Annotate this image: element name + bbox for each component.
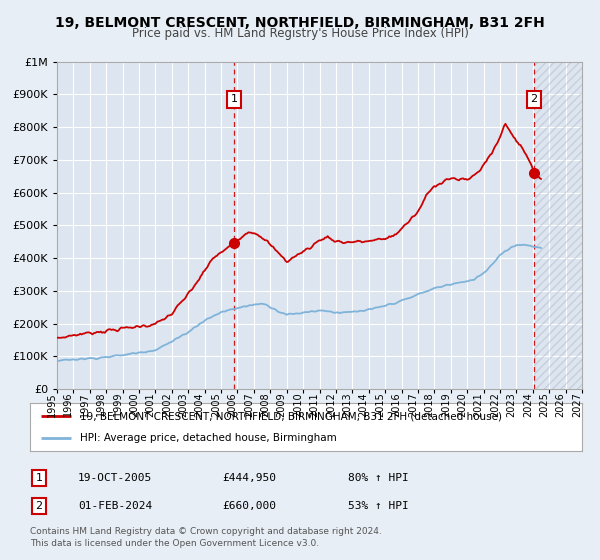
Text: 2006: 2006 (227, 392, 238, 417)
Text: £660,000: £660,000 (222, 501, 276, 511)
Text: 19-OCT-2005: 19-OCT-2005 (78, 473, 152, 483)
Text: 01-FEB-2024: 01-FEB-2024 (78, 501, 152, 511)
Text: HPI: Average price, detached house, Birmingham: HPI: Average price, detached house, Birm… (80, 433, 337, 443)
Text: 2: 2 (35, 501, 43, 511)
Text: 2009: 2009 (277, 392, 287, 417)
Text: 2024: 2024 (523, 392, 533, 417)
Text: Contains HM Land Registry data © Crown copyright and database right 2024.: Contains HM Land Registry data © Crown c… (30, 528, 382, 536)
Text: 1: 1 (230, 94, 238, 104)
Text: 2021: 2021 (473, 392, 484, 417)
Text: 1999: 1999 (113, 392, 122, 417)
Text: 2002: 2002 (162, 392, 172, 417)
Text: 2: 2 (530, 94, 538, 104)
Text: 53% ↑ HPI: 53% ↑ HPI (348, 501, 409, 511)
Text: 2000: 2000 (129, 392, 139, 417)
Text: 2016: 2016 (392, 392, 401, 417)
Text: 2018: 2018 (424, 392, 434, 417)
Text: 80% ↑ HPI: 80% ↑ HPI (348, 473, 409, 483)
Text: 2008: 2008 (260, 392, 270, 417)
Text: 2003: 2003 (178, 392, 188, 417)
Text: £444,950: £444,950 (222, 473, 276, 483)
Text: 1: 1 (35, 473, 43, 483)
Text: This data is licensed under the Open Government Licence v3.0.: This data is licensed under the Open Gov… (30, 539, 319, 548)
Text: 2007: 2007 (244, 392, 254, 417)
Text: 19, BELMONT CRESCENT, NORTHFIELD, BIRMINGHAM, B31 2FH (detached house): 19, BELMONT CRESCENT, NORTHFIELD, BIRMIN… (80, 411, 502, 421)
Text: 1997: 1997 (80, 392, 90, 417)
Text: 2026: 2026 (556, 392, 566, 417)
Text: 2011: 2011 (310, 392, 320, 417)
Text: 2014: 2014 (359, 392, 369, 417)
Text: 1995: 1995 (47, 392, 57, 417)
Text: 1998: 1998 (96, 392, 106, 417)
Bar (534, 62, 582, 389)
Text: 2010: 2010 (293, 392, 303, 417)
Text: 2019: 2019 (441, 392, 451, 417)
Text: 2012: 2012 (326, 392, 336, 417)
Text: 2025: 2025 (539, 392, 549, 417)
Text: 2022: 2022 (490, 392, 500, 417)
Text: 2005: 2005 (211, 392, 221, 417)
Text: 2027: 2027 (572, 392, 582, 417)
Text: 2004: 2004 (194, 392, 205, 417)
Text: 2013: 2013 (343, 392, 352, 417)
Text: Price paid vs. HM Land Registry's House Price Index (HPI): Price paid vs. HM Land Registry's House … (131, 27, 469, 40)
Text: 2023: 2023 (506, 392, 517, 417)
Text: 2017: 2017 (408, 392, 418, 417)
Text: 1996: 1996 (64, 392, 73, 417)
Text: 2020: 2020 (457, 392, 467, 417)
Text: 2015: 2015 (375, 392, 385, 417)
Text: 19, BELMONT CRESCENT, NORTHFIELD, BIRMINGHAM, B31 2FH: 19, BELMONT CRESCENT, NORTHFIELD, BIRMIN… (55, 16, 545, 30)
Text: 2001: 2001 (145, 392, 155, 417)
